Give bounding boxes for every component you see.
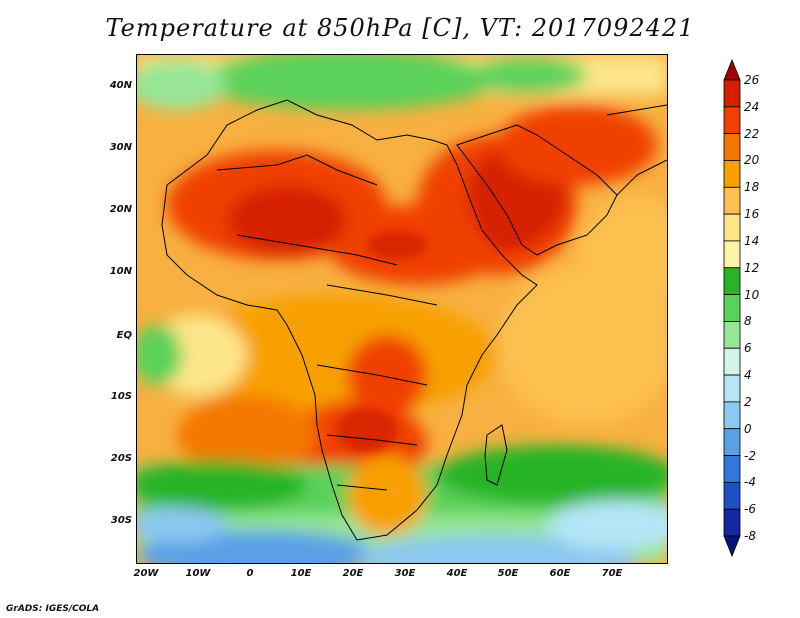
lon-tick-50e: 50E <box>497 568 519 579</box>
colorbar-label: 8 <box>744 314 752 329</box>
colorbar-segment <box>723 294 741 322</box>
colorbar-segment <box>723 106 741 135</box>
colorbar-segment <box>723 455 741 483</box>
colorbar-label: 20 <box>744 153 760 168</box>
lon-tick-0: 0 <box>246 568 254 579</box>
colorbar-label: 0 <box>744 421 752 436</box>
lon-tick-60e: 60E <box>549 568 571 579</box>
lon-tick-30e: 30E <box>394 568 416 579</box>
colorbar-label: 18 <box>744 180 760 195</box>
colorbar-label: 16 <box>744 207 760 222</box>
colorbar-label: 10 <box>744 287 760 302</box>
colorbar-label: 26 <box>744 73 760 87</box>
temperature-map <box>136 54 668 564</box>
colorbar-segment <box>723 133 741 161</box>
lat-tick-eq: EQ <box>116 330 132 341</box>
colorbar-segment <box>723 374 741 403</box>
lat-tick-20s: 20S <box>110 453 132 464</box>
lat-tick-10n: 10N <box>109 266 132 277</box>
lat-tick-20n: 20N <box>109 204 132 215</box>
colorbar-segment <box>723 213 741 242</box>
lat-tick-10s: 10S <box>110 391 132 402</box>
colorbar-label: -4 <box>744 475 756 490</box>
colorbar-segment <box>723 79 741 108</box>
colorbar <box>723 58 741 558</box>
colorbar-label: 4 <box>744 368 752 383</box>
credit-label: GrADS: IGES/COLA <box>6 604 100 614</box>
lon-tick-20e: 20E <box>342 568 364 579</box>
colorbar-segment <box>723 401 741 430</box>
lon-tick-10e: 10E <box>290 568 312 579</box>
colorbar-segment <box>723 267 741 295</box>
colorbar-segment <box>723 508 741 537</box>
colorbar-label: 12 <box>744 260 760 275</box>
colorbar-label: -2 <box>744 448 756 463</box>
colorbar-segment <box>723 347 741 376</box>
colorbar-top-arrow <box>723 58 741 81</box>
colorbar-label: 2 <box>744 394 752 409</box>
lat-tick-30s: 30S <box>110 515 132 526</box>
colorbar-segment <box>723 160 741 188</box>
colorbar-label: 14 <box>744 233 760 248</box>
map-title: Temperature at 850hPa [C], VT: 201709242… <box>105 14 695 42</box>
colorbar-segment <box>723 321 741 349</box>
lat-tick-30n: 30N <box>109 142 132 153</box>
colorbar-bottom-arrow <box>723 535 741 558</box>
colorbar-label: 6 <box>744 341 752 356</box>
colorbar-label: -8 <box>744 529 756 543</box>
colorbar-label: 24 <box>744 99 760 114</box>
colorbar-segment <box>723 481 741 510</box>
colorbar-segment <box>723 428 741 456</box>
colorbar-label: -6 <box>744 502 756 517</box>
colorbar-segment <box>723 186 741 215</box>
lat-tick-40n: 40N <box>109 80 132 91</box>
lon-tick-10w: 10W <box>185 568 211 579</box>
lon-tick-70e: 70E <box>601 568 623 579</box>
lon-tick-40e: 40E <box>446 568 468 579</box>
colorbar-segment <box>723 240 741 269</box>
lon-tick-20w: 20W <box>133 568 159 579</box>
colorbar-label: 22 <box>744 126 760 141</box>
